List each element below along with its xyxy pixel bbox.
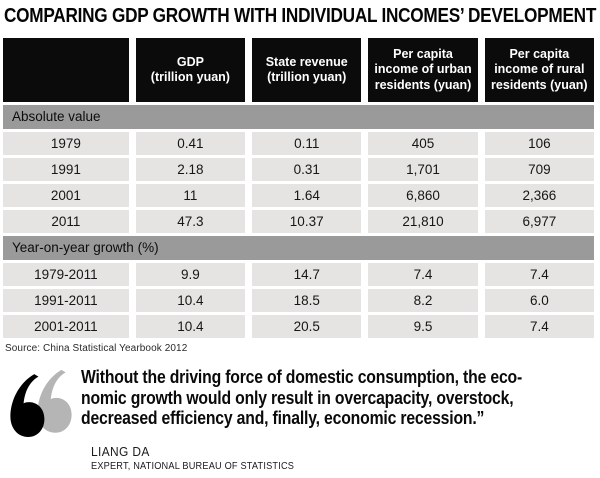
row-label: 2011	[3, 210, 129, 233]
row-label: 1979-2011	[3, 263, 129, 286]
table-cell: 8.2	[361, 289, 478, 312]
table-cell: 20.5	[245, 315, 362, 338]
table-row: 2001 11 1.64 6,860 2,366	[3, 184, 594, 207]
table-cell: 47.3	[128, 210, 246, 233]
table-row: 1991-2011 10.4 18.5 8.2 6.0	[3, 289, 594, 312]
table-cell: 10.37	[245, 210, 362, 233]
quote-line: Without the driving force of domestic co…	[81, 367, 523, 387]
table-row: 2001-2011 10.4 20.5 9.5 7.4	[3, 315, 594, 338]
table-cell: 21,810	[361, 210, 478, 233]
table-cell: 2,366	[477, 184, 594, 207]
table-cell: 18.5	[245, 289, 362, 312]
column-header-state-revenue: State revenue (trillion yuan)	[245, 38, 362, 102]
quote-body: Without the driving force of domestic co…	[81, 367, 585, 472]
column-header-gdp: GDP (trillion yuan)	[128, 38, 246, 102]
header-line: (trillion yuan)	[267, 70, 347, 84]
table-cell: 0.11	[245, 132, 362, 155]
quote-author: LIANG DA	[91, 443, 150, 459]
page-title: COMPARING GDP GROWTH WITH INDIVIDUAL INC…	[4, 5, 597, 27]
table-cell: 10.4	[128, 315, 246, 338]
table-cell: 10.4	[128, 289, 246, 312]
table-cell: 6.0	[477, 289, 594, 312]
column-header-rural-income: Per capita income of rural residents (yu…	[477, 38, 594, 102]
row-label: 1979	[3, 132, 129, 155]
section-header-row: Absolute value	[3, 105, 594, 129]
table-cell: 14.7	[245, 263, 362, 286]
table-cell: 709	[477, 158, 594, 181]
row-label: 2001-2011	[3, 315, 129, 338]
section-header-row: Year-on-year growth (%)	[3, 236, 594, 260]
column-header-blank	[3, 38, 129, 102]
header-line: residents (yuan)	[491, 77, 588, 92]
quote-block: Without the driving force of domestic co…	[3, 367, 597, 472]
table-cell: 0.31	[245, 158, 362, 181]
table-cell: 0.41	[128, 132, 246, 155]
table-cell: 6,977	[477, 210, 594, 233]
row-label: 1991	[3, 158, 129, 181]
row-label: 1991-2011	[3, 289, 129, 312]
header-line: income of urban	[374, 62, 472, 77]
table-cell: 1.64	[245, 184, 362, 207]
table-cell: 9.5	[361, 315, 478, 338]
table-cell: 405	[361, 132, 478, 155]
source-note: Source: China Statistical Yearbook 2012	[5, 343, 188, 354]
table-cell: 1,701	[361, 158, 478, 181]
header-line: State revenue	[265, 54, 348, 69]
table-cell: 11	[128, 184, 246, 207]
header-line: Per capita	[509, 47, 570, 62]
header-line: residents (yuan)	[374, 77, 472, 92]
table-cell: 9.9	[128, 263, 246, 286]
table-row: 2011 47.3 10.37 21,810 6,977	[3, 210, 594, 233]
quote-icon	[5, 369, 77, 442]
gdp-income-table: GDP (trillion yuan) State revenue (trill…	[3, 35, 594, 341]
table-cell: 7.4	[477, 315, 594, 338]
table-cell: 7.4	[477, 263, 594, 286]
table-header-row: GDP (trillion yuan) State revenue (trill…	[3, 38, 594, 102]
header-line: GDP	[176, 54, 204, 69]
table-row: 1979-2011 9.9 14.7 7.4 7.4	[3, 263, 594, 286]
table-row: 1979 0.41 0.11 405 106	[3, 132, 594, 155]
row-label: 2001	[3, 184, 129, 207]
table-cell: 2.18	[128, 158, 246, 181]
section-header-absolute-value: Absolute value	[3, 105, 594, 129]
section-header-growth: Year-on-year growth (%)	[3, 236, 594, 260]
table-row: 1991 2.18 0.31 1,701 709	[3, 158, 594, 181]
quote-author-title: EXPERT, NATIONAL BUREAU OF STATISTICS	[91, 460, 295, 472]
table-cell: 6,860	[361, 184, 478, 207]
quote-line: decreased efficiency and, finally, econo…	[81, 408, 485, 428]
column-header-urban-income: Per capita income of urban residents (yu…	[361, 38, 478, 102]
header-line: (trillion yuan)	[150, 70, 230, 84]
quote-line: nomic growth would only result in overca…	[81, 387, 514, 408]
table-cell: 106	[477, 132, 594, 155]
table-cell: 7.4	[361, 263, 478, 286]
header-line: income of rural	[494, 62, 585, 77]
header-line: Per capita	[393, 47, 453, 62]
